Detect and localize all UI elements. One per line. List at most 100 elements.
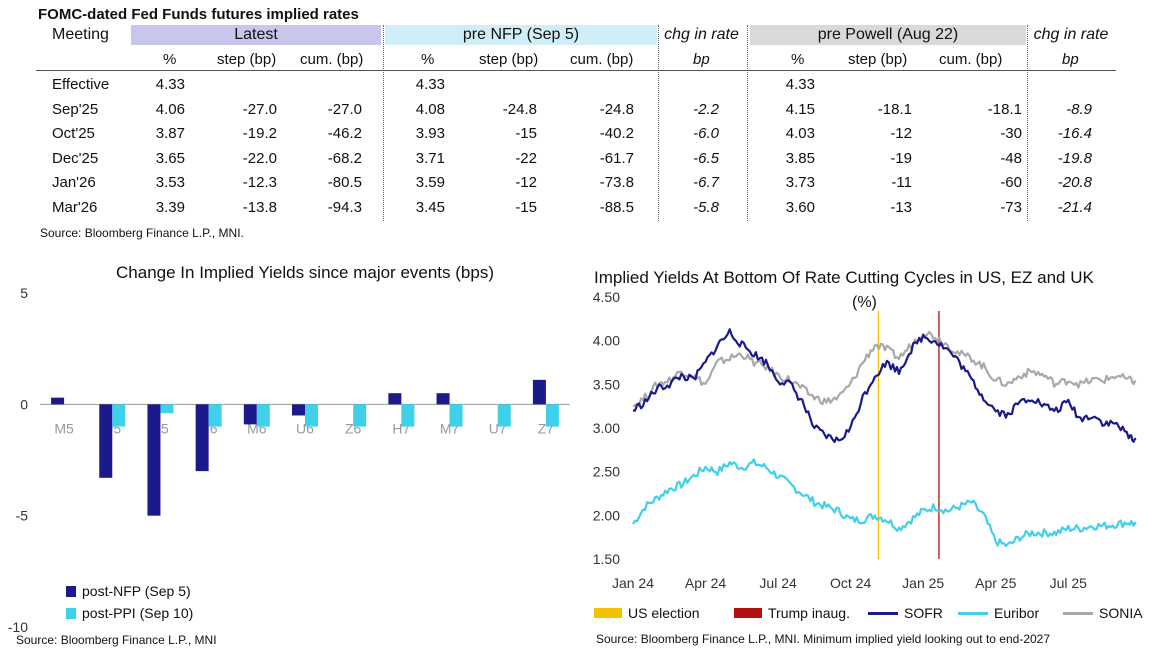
legend-label-euribor: Euribor <box>994 605 1040 621</box>
y-tick-label: -5 <box>16 508 29 524</box>
table-cell-pow-step: -13 <box>890 199 912 216</box>
legend-item-post-ppi: post-PPI (Sep 10) <box>66 605 193 621</box>
legend-swatch-post-ppi <box>66 607 76 619</box>
bar-post-ppi <box>545 404 559 427</box>
row-meeting-label: Jan'26 <box>52 174 96 192</box>
meeting-header: Meeting <box>52 26 109 43</box>
bar-chart-source: Source: Bloomberg Finance L.P., MNI <box>16 633 217 647</box>
table-cell-latest-pct: 3.39 <box>155 199 185 216</box>
table-divider <box>658 25 659 221</box>
table-cell-pow-cum: -48 <box>1000 149 1022 167</box>
table-cell-nfp-step: -15 <box>515 125 537 143</box>
table-divider <box>1027 25 1028 221</box>
bar-post-ppi <box>497 404 511 427</box>
table-cell-chg1: -2.2 <box>693 100 719 118</box>
table-cell-latest-cum: -68.2 <box>327 149 362 167</box>
table-cell-latest-cum: -80.5 <box>327 174 362 192</box>
table-cell-nfp-pct: 4.33 <box>415 76 445 93</box>
table-cell-pow-cum: -73 <box>1000 199 1022 216</box>
table-cell-nfp-cum: -61.7 <box>599 149 634 167</box>
table-cell-latest-pct: 3.53 <box>155 174 185 192</box>
table-cell-pow-pct: 4.15 <box>785 100 815 118</box>
table-title: FOMC-dated Fed Funds futures implied rat… <box>38 6 359 23</box>
table-cell-pow-pct: 4.33 <box>785 76 815 93</box>
legend-label-sonia: SONIA <box>1099 605 1143 621</box>
table-cell-pow-pct: 3.73 <box>785 174 815 192</box>
group-header-pre-powell: pre Powell (Aug 22) <box>750 25 1026 45</box>
table-divider <box>747 25 748 221</box>
bar-post-ppi <box>112 404 126 427</box>
bar-chart-title: Change In Implied Yields since major eve… <box>116 263 494 282</box>
x-tick-label: Jul 24 <box>759 575 797 591</box>
table-cell-nfp-cum: -24.8 <box>599 100 634 118</box>
bar-post-nfp <box>388 393 402 405</box>
legend-label-sofr: SOFR <box>904 605 943 621</box>
bar-post-nfp <box>532 379 546 405</box>
row-meeting-label: Dec'25 <box>52 149 99 167</box>
table-cell-pow-step: -18.1 <box>877 100 912 118</box>
group-header-chg1: chg in rate <box>664 26 739 43</box>
table-cell-nfp-step: -24.8 <box>502 100 537 118</box>
table-cell-pow-cum: -60 <box>1000 174 1022 192</box>
subheader-latest-step: step (bp) <box>217 51 277 68</box>
legend-item-post-nfp: post-NFP (Sep 5) <box>66 583 191 599</box>
table-cell-latest-pct: 4.06 <box>155 100 185 118</box>
bar-post-nfp <box>243 404 257 425</box>
table-cell-nfp-cum: -88.5 <box>599 199 634 216</box>
table-cell-nfp-step: -22 <box>515 149 537 167</box>
bar-post-ppi <box>401 404 415 427</box>
table-cell-chg1: -6.0 <box>693 125 719 143</box>
subheader-chg2-bp: bp <box>1062 51 1079 68</box>
legend-item-sonia: SONIA <box>1063 605 1143 621</box>
table-cell-latest-step: -19.2 <box>242 125 277 143</box>
bar-post-nfp <box>195 404 209 472</box>
subheader-latest-cum: cum. (bp) <box>300 51 364 68</box>
legend-swatch-trump-inaug <box>734 608 762 618</box>
subheader-pow-cum: cum. (bp) <box>939 51 1003 68</box>
table-cell-pow-step: -11 <box>891 174 912 192</box>
table-cell-pow-pct: 3.60 <box>785 199 815 216</box>
table-source: Source: Bloomberg Finance L.P., MNI. <box>40 226 244 240</box>
table-cell-nfp-step: -15 <box>515 199 537 216</box>
series-line-sofr <box>632 328 1137 444</box>
table-cell-latest-step: -12.3 <box>242 174 277 192</box>
bar-post-nfp <box>292 404 305 416</box>
y-tick-label: 0 <box>20 396 28 412</box>
legend-swatch-euribor <box>958 611 988 615</box>
legend-item-sofr: SOFR <box>868 605 943 621</box>
x-tick-label: Apr 25 <box>975 575 1016 591</box>
table-cell-nfp-pct: 3.59 <box>415 174 445 192</box>
table-cell-latest-pct: 3.87 <box>155 125 185 143</box>
legend-item-trump-inaug: Trump inaug. <box>734 605 850 621</box>
group-header-pre-nfp: pre NFP (Sep 5) <box>385 25 657 45</box>
table-cell-chg1: -6.7 <box>693 174 719 192</box>
x-tick-label: Oct 24 <box>830 575 871 591</box>
subheader-nfp-cum: cum. (bp) <box>570 51 634 68</box>
x-tick-label: Jan 25 <box>902 575 944 591</box>
bar-post-nfp <box>51 397 65 405</box>
row-meeting-label: Effective <box>52 76 110 93</box>
table-cell-nfp-cum: -40.2 <box>599 125 634 143</box>
table-cell-latest-step: -27.0 <box>242 100 277 118</box>
table-cell-latest-pct: 3.65 <box>155 149 185 167</box>
table-cell-latest-pct: 4.33 <box>155 76 185 93</box>
table-cell-chg1: -5.8 <box>693 199 719 216</box>
table-cell-pow-cum: -18.1 <box>987 100 1022 118</box>
y-tick-label: 2.00 <box>593 507 620 523</box>
subheader-nfp-pct: % <box>421 51 435 68</box>
subheader-pow-pct: % <box>791 51 805 68</box>
table-cell-nfp-pct: 3.71 <box>415 149 445 167</box>
bar-post-ppi <box>160 404 174 414</box>
bar-post-ppi <box>208 404 222 427</box>
table-cell-latest-step: -22.0 <box>242 149 277 167</box>
table-header-rule <box>36 70 1116 71</box>
table-cell-latest-step: -13.8 <box>242 199 277 216</box>
legend-item-euribor: Euribor <box>958 605 1039 621</box>
y-tick-label: 4.00 <box>593 333 620 349</box>
line-chart-source: Source: Bloomberg Finance L.P., MNI. Min… <box>596 632 1051 646</box>
y-tick-label: 4.50 <box>593 289 620 305</box>
series-line-euribor <box>632 458 1137 548</box>
y-tick-label: 3.50 <box>593 376 620 392</box>
table-cell-pow-pct: 3.85 <box>785 149 815 167</box>
x-tick-label: Jan 24 <box>612 575 654 591</box>
